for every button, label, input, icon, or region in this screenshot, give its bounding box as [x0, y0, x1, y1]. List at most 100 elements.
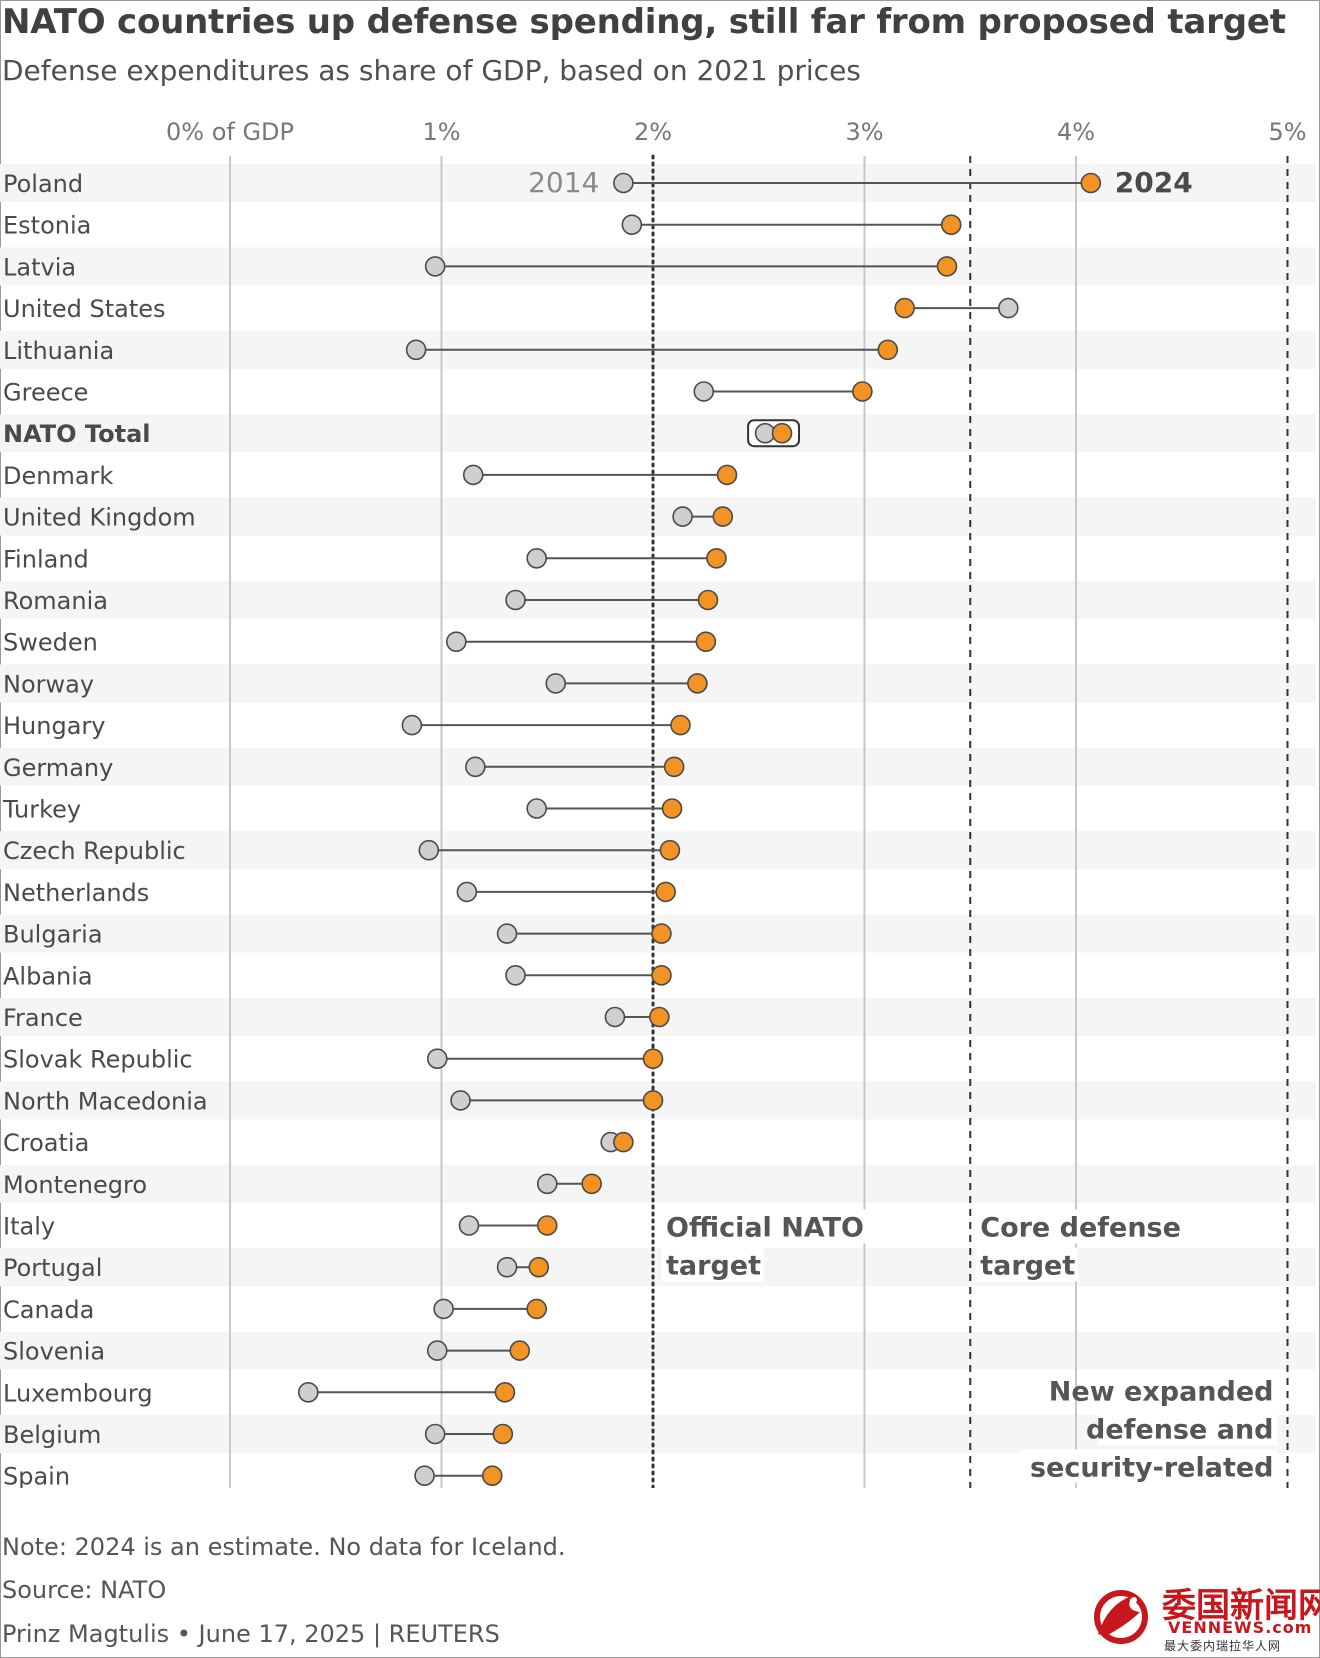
annotation-bg [1082, 1373, 1278, 1408]
tick-label: 4% [1057, 118, 1095, 146]
dot-2024 [492, 1423, 514, 1445]
dot-2024 [687, 673, 708, 694]
country-label: Denmark [3, 462, 113, 490]
dot-2024 [642, 1048, 664, 1070]
dot-2014 [456, 881, 478, 903]
dot-2014 [433, 1298, 454, 1320]
dot-2014 [505, 964, 526, 986]
tick-label: 0% of GDP [166, 118, 294, 146]
dumbbell-chart: 0% of GDP 1% 2% 3% 4% 5% Poland Estonia Latvia U… [0, 118, 1316, 1488]
tick-label: 2% [634, 118, 672, 146]
dot-2014 [505, 589, 526, 611]
dot-2024 [936, 256, 958, 277]
watermark-tagline: 最大委内瑞拉华人网 [1164, 1639, 1282, 1653]
annotation-bg [976, 1247, 1078, 1282]
official-target-label: Official NATO [666, 1213, 864, 1244]
dragon-emblem-icon [1094, 1590, 1148, 1644]
dot-2024 [706, 547, 727, 569]
row-band [0, 1415, 1316, 1453]
dot-2014 [418, 839, 440, 861]
dot-2014 [401, 714, 423, 736]
annotation-bg [976, 1209, 1172, 1244]
official-target-label: target [666, 1251, 761, 1282]
country-label: Belgium [3, 1421, 101, 1449]
country-label: Slovak Republic [3, 1046, 193, 1074]
dot-2014 [424, 1423, 446, 1445]
expanded-target-label: New expanded [1049, 1376, 1274, 1407]
dot-2024 [651, 923, 672, 944]
dot-2014 [526, 798, 547, 819]
dot-2024 [613, 1131, 634, 1153]
annotation-bg [662, 1247, 764, 1282]
country-label: France [3, 1004, 83, 1032]
row-band [0, 1331, 1316, 1370]
chart-subtitle: Defense expenditures as share of GDP, ba… [2, 54, 861, 87]
note-text: Note: 2024 is an estimate. No data for I… [2, 1533, 566, 1561]
country-label: Italy [3, 1213, 55, 1241]
dot-2014 [604, 1006, 626, 1028]
country-label: United States [3, 295, 166, 323]
country-label: Latvia [3, 253, 76, 281]
country-label: Poland [3, 170, 83, 198]
dot-2014 [621, 214, 643, 235]
country-label: United Kingdom [3, 504, 196, 532]
source-text: Source: NATO [2, 1576, 167, 1604]
dot-2014 [446, 631, 467, 653]
country-label: Albania [3, 962, 93, 990]
annotation-bg [1097, 1411, 1278, 1446]
country-label: Lithuania [3, 337, 114, 365]
dot-2014 [613, 172, 634, 194]
country-label: Hungary [3, 712, 105, 740]
country-label: Turkey [2, 796, 81, 824]
dot-2024 [481, 1465, 503, 1486]
dot-2024 [852, 381, 873, 402]
dot-2024 [877, 339, 899, 361]
annotation-bg [1175, 1487, 1278, 1488]
country-label: Estonia [3, 212, 91, 240]
expanded-target-label: security-related [1030, 1452, 1274, 1483]
dot-2024 [771, 422, 793, 444]
dot-2014 [496, 1256, 518, 1278]
country-label: NATO Total [3, 420, 151, 448]
annotation-bg [1019, 1449, 1278, 1484]
dot-2024 [663, 756, 685, 778]
dot-2014 [693, 381, 715, 402]
legend-2024-label: 2024 [1115, 166, 1193, 199]
dot-2024 [894, 297, 915, 319]
row-bands [0, 164, 1316, 1453]
dot-2014 [424, 256, 446, 277]
dot-2014 [426, 1340, 448, 1361]
tick-label: 3% [845, 118, 883, 146]
country-label: Spain [3, 1463, 70, 1488]
row-band [0, 1164, 1316, 1203]
dot-2014 [496, 923, 518, 944]
country-label: Czech Republic [3, 837, 186, 865]
country-label: Netherlands [3, 879, 149, 907]
country-label: Croatia [3, 1129, 89, 1157]
watermark-chinese: 委国新闻网 [1162, 1586, 1320, 1626]
dot-2024 [536, 1215, 558, 1236]
country-label: Finland [3, 545, 89, 573]
row-band [0, 1248, 1316, 1287]
country-label: Slovenia [3, 1338, 105, 1366]
dot-2014 [405, 339, 427, 361]
annotation-bg [662, 1209, 873, 1244]
dot-2024 [649, 1006, 670, 1028]
expanded-target-label: defense and [1086, 1414, 1273, 1445]
dot-2014 [536, 1173, 558, 1195]
dot-2024 [494, 1382, 516, 1403]
reference-lines [651, 154, 1289, 1488]
dot-2024 [642, 1090, 664, 1111]
dot-2024 [661, 798, 683, 819]
data-rows: Poland Estonia Latvia United States Lithuani… [2, 170, 1102, 1488]
dot-2024 [655, 881, 676, 903]
dot-2024 [940, 214, 962, 235]
dot-2024 [695, 631, 717, 653]
country-label: Greece [3, 379, 88, 407]
dot-2024 [509, 1340, 531, 1361]
dot-2014 [462, 464, 484, 486]
watermark: 委国新闻网 VENNEWS.com 最大委内瑞拉华人网 [1084, 1574, 1320, 1654]
dot-2014 [450, 1090, 471, 1111]
dot-2014 [998, 297, 1019, 319]
dot-2024 [716, 464, 738, 486]
